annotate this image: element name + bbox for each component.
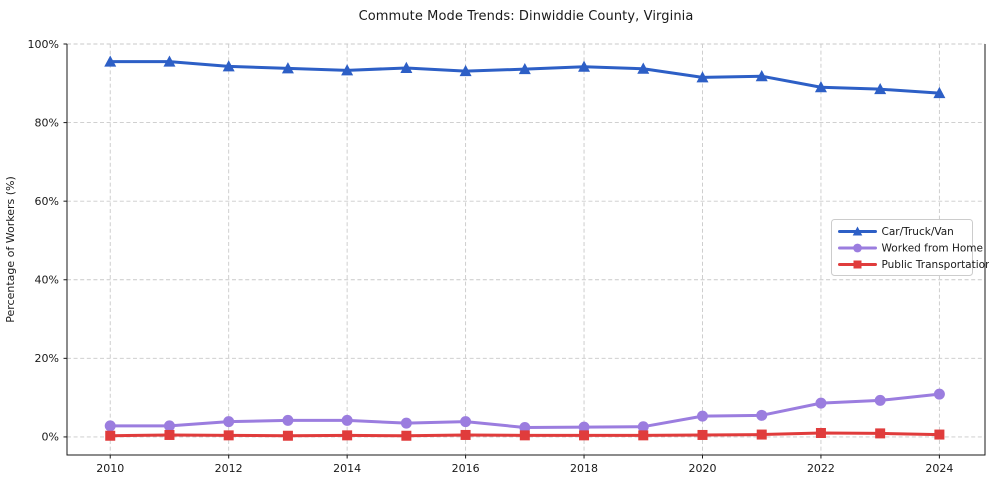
data-point-public-transportation — [460, 429, 471, 440]
data-point-worked-from-home — [282, 414, 294, 426]
series-worked-from-home — [104, 388, 945, 433]
x-tick-label: 2022 — [807, 462, 835, 475]
x-tick-label: 2012 — [215, 462, 243, 475]
data-point-car-truck-van — [341, 64, 354, 76]
data-point-worked-from-home — [163, 420, 175, 432]
y-tick-label: 0% — [42, 431, 59, 444]
data-point-public-transportation — [519, 430, 530, 441]
data-point-public-transportation — [282, 430, 293, 441]
data-point-public-transportation — [223, 430, 234, 441]
legend-item-public-transportation: Public Transportation — [838, 259, 989, 271]
legend-label-car-truck-van: Car/Truck/Van — [882, 226, 954, 238]
data-point-worked-from-home — [104, 420, 116, 432]
data-point-public-transportation — [638, 430, 649, 441]
data-point-worked-from-home — [696, 410, 708, 422]
axis-tick-labels: 2010 2012 2014 2016 2018 2020 2022 2024 0% 20% 40%… — [28, 38, 954, 475]
data-point-worked-from-home — [578, 421, 590, 433]
data-point-worked-from-home — [637, 421, 649, 433]
data-point-worked-from-home — [815, 397, 827, 409]
legend-marker-car-truck-van — [852, 226, 863, 236]
y-tick-label: 40% — [35, 274, 59, 287]
legend-box — [831, 219, 973, 276]
data-point-worked-from-home — [874, 394, 886, 406]
data-point-public-transportation — [875, 428, 886, 439]
series-public-transportation — [105, 427, 945, 441]
data-point-worked-from-home — [519, 421, 531, 433]
data-point-public-transportation — [579, 430, 590, 441]
data-point-public-transportation — [342, 430, 353, 441]
x-tick-label: 2018 — [570, 462, 598, 475]
legend-label-public-transportation: Public Transportation — [882, 259, 989, 271]
data-point-public-transportation — [934, 429, 945, 440]
data-point-car-truck-van — [400, 61, 413, 73]
legend-label-worked-from-home: Worked from Home — [882, 243, 983, 255]
x-tick-label: 2020 — [688, 462, 716, 475]
data-point-public-transportation — [756, 429, 767, 440]
data-point-worked-from-home — [933, 388, 945, 400]
data-point-public-transportation — [164, 429, 175, 440]
data-point-car-truck-van — [459, 64, 472, 77]
data-point-car-truck-van — [518, 62, 531, 75]
plot-frame — [66, 44, 986, 456]
data-point-car-truck-van — [222, 60, 235, 72]
x-tick-label: 2016 — [452, 462, 480, 475]
legend-marker-worked-from-home — [853, 243, 862, 253]
data-point-public-transportation — [815, 427, 826, 438]
legend-item-car-truck-van: Car/Truck/Van — [838, 226, 954, 238]
data-point-worked-from-home — [460, 416, 472, 428]
legend-item-worked-from-home: Worked from Home — [838, 243, 983, 255]
data-point-public-transportation — [105, 430, 116, 441]
data-point-car-truck-van — [578, 60, 591, 72]
data-point-public-transportation — [697, 429, 708, 440]
data-point-car-truck-van — [814, 81, 827, 93]
data-point-car-truck-van — [637, 62, 650, 74]
data-point-worked-from-home — [400, 417, 412, 429]
data-point-car-truck-van — [696, 71, 709, 83]
y-tick-label: 100% — [28, 38, 59, 51]
y-tick-label: 20% — [35, 352, 59, 365]
data-point-car-truck-van — [163, 55, 176, 67]
data-point-public-transportation — [401, 430, 412, 441]
x-tick-label: 2024 — [925, 462, 953, 475]
x-tick-label: 2014 — [333, 462, 361, 475]
data-point-worked-from-home — [756, 409, 768, 421]
data-point-car-truck-van — [933, 86, 946, 99]
y-tick-label: 60% — [35, 195, 59, 208]
chart-title: Commute Mode Trends: Dinwiddie County, V… — [358, 9, 694, 24]
legend: Car/Truck/Van Worked from Home Public Tran… — [831, 219, 989, 276]
series-car-truck-van — [104, 55, 946, 99]
legend-marker-public-transportation — [853, 260, 862, 269]
y-tick-label: 80% — [35, 116, 59, 129]
data-point-worked-from-home — [341, 414, 353, 426]
axis-ticks — [63, 43, 940, 459]
data-point-car-truck-van — [874, 82, 887, 95]
data-point-car-truck-van — [755, 70, 768, 82]
data-point-car-truck-van — [281, 62, 294, 74]
x-tick-label: 2010 — [96, 462, 124, 475]
gridlines — [67, 43, 985, 455]
y-axis-label: Percentage of Workers (%) — [4, 176, 17, 323]
data-point-worked-from-home — [223, 416, 235, 428]
data-point-car-truck-van — [104, 55, 117, 67]
